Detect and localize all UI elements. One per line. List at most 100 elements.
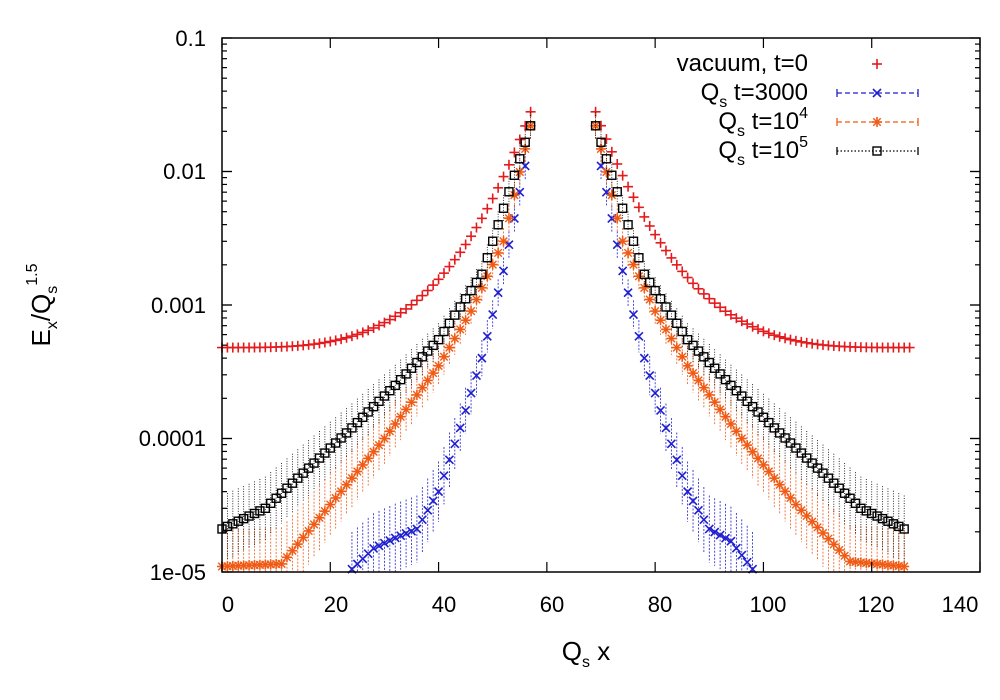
data-point <box>276 462 287 524</box>
data-point <box>623 279 633 307</box>
data-point <box>411 295 422 306</box>
data-point <box>725 309 736 320</box>
data-point <box>883 488 893 555</box>
data-point <box>406 299 417 310</box>
data-point <box>710 349 720 388</box>
data-point <box>471 355 482 396</box>
data-point <box>471 269 482 296</box>
data-point <box>763 443 774 500</box>
data-point <box>720 503 731 572</box>
series-2 <box>217 112 910 572</box>
data-point <box>845 467 855 530</box>
data-point <box>379 374 390 418</box>
legend-key <box>836 146 919 156</box>
data-point <box>314 485 325 551</box>
data-point <box>276 527 287 572</box>
data-point <box>758 437 769 493</box>
data-point <box>417 486 427 553</box>
data-point <box>769 403 779 453</box>
data-point <box>807 435 817 491</box>
data-point <box>617 194 628 222</box>
data-point <box>623 181 634 192</box>
data-point <box>331 417 341 469</box>
data-point <box>601 158 612 186</box>
data-point <box>368 384 379 430</box>
data-point <box>829 453 839 513</box>
data-point <box>758 326 769 337</box>
data-point <box>460 305 471 335</box>
data-point <box>374 419 385 472</box>
data-point <box>460 239 471 250</box>
legend-marker <box>872 59 882 69</box>
data-point <box>677 315 687 348</box>
data-point <box>309 491 320 558</box>
data-point <box>515 145 525 173</box>
data-point <box>466 297 477 326</box>
data-point <box>785 417 796 469</box>
data-point <box>493 182 504 193</box>
data-point <box>434 461 444 522</box>
data-point <box>801 483 812 549</box>
legend-entry: Qs t=105 <box>718 134 919 169</box>
data-point <box>428 469 438 532</box>
data-point <box>493 211 503 239</box>
data-point <box>433 274 444 285</box>
data-point <box>725 399 736 449</box>
data-point <box>682 272 693 283</box>
data-point <box>742 319 753 330</box>
data-point <box>255 479 265 543</box>
data-point <box>374 510 384 572</box>
data-point <box>688 469 698 532</box>
data-point <box>899 495 909 563</box>
data-point <box>428 353 439 393</box>
data-point <box>422 360 433 401</box>
data-point <box>423 478 433 543</box>
data-point <box>461 387 471 434</box>
data-point <box>677 338 688 375</box>
data-point <box>352 398 363 447</box>
data-point <box>715 386 726 433</box>
x-tick-label: 40 <box>432 592 456 617</box>
data-point <box>385 369 395 412</box>
y-axis-title: Ex/Qs1.5 <box>24 263 61 346</box>
data-point <box>303 440 314 497</box>
data-point <box>390 311 401 322</box>
data-point <box>271 467 281 530</box>
data-point <box>742 379 752 424</box>
data-point <box>693 478 704 543</box>
data-point <box>774 331 785 342</box>
data-point <box>666 322 677 355</box>
data-point <box>845 525 856 572</box>
data-point <box>644 220 655 231</box>
data-point <box>482 320 492 353</box>
data-point <box>433 323 444 357</box>
data-point <box>503 204 514 232</box>
data-point <box>482 244 492 272</box>
x-axis-title: Qs x <box>562 636 610 671</box>
data-point <box>498 227 509 255</box>
data-point <box>596 128 606 156</box>
data-point <box>450 418 460 470</box>
data-point <box>298 444 308 502</box>
data-point <box>488 227 498 255</box>
data-point <box>401 499 411 568</box>
data-point <box>320 426 330 480</box>
series-1 <box>347 152 758 574</box>
x-tick-label: 20 <box>324 592 348 617</box>
data-point <box>477 260 487 288</box>
data-point <box>888 490 899 557</box>
data-point <box>785 467 796 529</box>
data-point <box>449 254 460 265</box>
data-point <box>341 408 352 458</box>
data-point <box>660 313 671 345</box>
data-point <box>618 257 628 285</box>
data-point <box>661 293 671 321</box>
data-point <box>336 334 347 345</box>
legend-marker <box>872 117 882 127</box>
data-point <box>444 308 455 339</box>
data-point <box>514 134 525 145</box>
data-point <box>352 329 363 340</box>
data-point <box>282 458 292 519</box>
data-point <box>352 527 362 572</box>
